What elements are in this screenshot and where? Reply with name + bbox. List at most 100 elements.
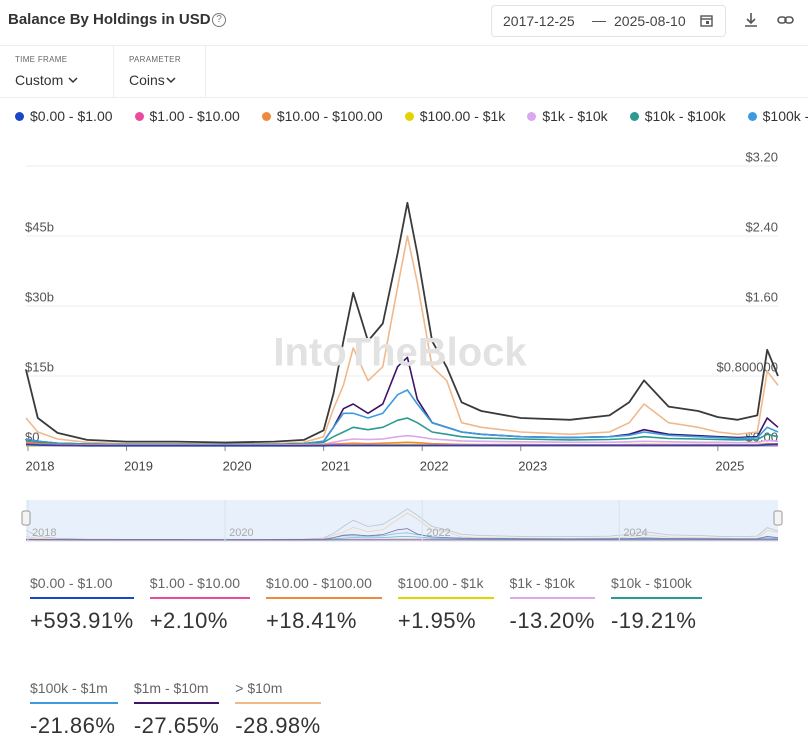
- title: Balance By Holdings in USD: [8, 11, 211, 28]
- stat-card: $10.00 - $100.00 +18.41%: [266, 575, 382, 634]
- stat-name: $100k - $1m: [30, 680, 118, 704]
- stat-change: -19.21%: [610, 608, 697, 633]
- stat-card: > $10m -28.98%: [235, 680, 321, 739]
- stat-card: $1.00 - $10.00 +2.10%: [149, 575, 250, 634]
- stat-name: $1.00 - $10.00: [149, 575, 250, 599]
- stat-name: $1k - $10k: [509, 575, 595, 599]
- stat-name: $10k - $100k: [610, 575, 702, 599]
- chart: $0.00$0.800000$1.60$2.40$3.20$0$15b$30b$…: [21, 149, 783, 542]
- navigator-tick-label: 2024: [623, 527, 647, 539]
- date-range[interactable]: 2017-12-25 2025-08-10: [491, 5, 726, 37]
- stat-change: +1.95%: [397, 608, 477, 633]
- legend-label: $0.00 - $1.00: [30, 108, 113, 124]
- stat-name: > $10m: [235, 680, 321, 704]
- x-tick-label: 2021: [321, 458, 350, 473]
- navigator-handle[interactable]: [773, 510, 783, 526]
- series-line: [25, 443, 779, 447]
- legend-item[interactable]: $100k - $1m: [747, 108, 808, 124]
- legend-item[interactable]: $1k - $10k: [527, 108, 608, 124]
- stat-change: +593.91%: [30, 608, 134, 633]
- stat-name: $10.00 - $100.00: [266, 575, 382, 599]
- legend-dot: [527, 112, 537, 121]
- legend-item[interactable]: $10.00 - $100.00: [261, 108, 383, 124]
- divider: [0, 97, 808, 98]
- x-tick-label: 2022: [420, 458, 449, 473]
- stats-row: $100k - $1m -21.86% $1m - $10m -27.65% > $10…: [30, 680, 337, 739]
- legend-dot: [15, 112, 24, 121]
- end-date[interactable]: 2025-08-10: [614, 13, 686, 29]
- legend-item[interactable]: $0.00 - $1.00: [15, 108, 113, 124]
- x-tick-label: 2025: [715, 458, 744, 473]
- link-icon[interactable]: [777, 12, 795, 28]
- stats-row: $0.00 - $1.00 +593.91% $1.00 - $10.00 +2.10…: [30, 575, 718, 634]
- legend-label: $10k - $100k: [644, 108, 726, 124]
- stat-name: $1m - $10m: [133, 680, 220, 704]
- help-icon[interactable]: ?: [212, 13, 226, 27]
- date-separator: [592, 21, 606, 22]
- legend-label: $10.00 - $100.00: [276, 108, 383, 124]
- legend-dot: [747, 112, 757, 121]
- stat-card: $1m - $10m -27.65%: [133, 680, 220, 739]
- stat-change: -21.86%: [30, 713, 116, 738]
- legend: $0.00 - $1.00 $1.00 - $10.00 $10.00 - $100…: [15, 108, 808, 128]
- chevron: [68, 77, 78, 84]
- series-line: [25, 201, 779, 444]
- x-tick-label: 2019: [124, 458, 153, 473]
- navigator-tick-label: 2020: [229, 527, 253, 539]
- legend-label: $1.00 - $10.00: [149, 108, 240, 124]
- legend-item[interactable]: $1.00 - $10.00: [134, 108, 240, 124]
- legend-label: $1k - $10k: [542, 108, 608, 124]
- control-label: TIME FRAME: [15, 55, 68, 64]
- y2-tick-label: $3.20: [745, 149, 778, 164]
- stat-change: -27.65%: [133, 713, 220, 738]
- legend-dot: [629, 112, 639, 121]
- y-tick-label: $15b: [25, 359, 54, 374]
- parameter-control[interactable]: PARAMETER Coins: [114, 46, 206, 97]
- parameter[interactable]: Coins: [129, 72, 165, 88]
- series-line: [25, 417, 779, 446]
- time-frame-control[interactable]: TIME FRAME Custom: [0, 46, 114, 97]
- legend-item[interactable]: $10k - $100k: [629, 108, 726, 124]
- navigator-handle[interactable]: [21, 510, 31, 526]
- stat-card: $10k - $100k -19.21%: [610, 575, 702, 634]
- control-value[interactable]: Coins: [129, 72, 177, 88]
- start-date[interactable]: 2017-12-25: [503, 13, 575, 29]
- navigator-tick-label: 2018: [32, 527, 56, 539]
- control-label: PARAMETER: [129, 55, 181, 64]
- stat-name: $100.00 - $1k: [397, 575, 494, 599]
- legend-label: $100.00 - $1k: [419, 108, 506, 124]
- legend-dot: [404, 112, 414, 121]
- legend-item[interactable]: $100.00 - $1k: [404, 108, 506, 124]
- legend-dot: [261, 112, 271, 121]
- stat-card: $100k - $1m -21.86%: [30, 680, 118, 739]
- navigator-tick-label: 2022: [426, 527, 450, 539]
- legend-label: $100k - $1m: [762, 108, 808, 124]
- stat-card: $100.00 - $1k +1.95%: [397, 575, 494, 634]
- stat-change: -28.98%: [235, 713, 321, 738]
- stat-change: +2.10%: [149, 608, 228, 633]
- y2-tick-label: $0.800000: [717, 359, 778, 374]
- download-icon[interactable]: [743, 12, 759, 28]
- control-value[interactable]: Custom: [15, 72, 79, 88]
- navigator[interactable]: [26, 500, 778, 542]
- time-frame[interactable]: Custom: [15, 72, 64, 88]
- y-tick-label: $45b: [25, 219, 54, 234]
- stat-change: +18.41%: [266, 608, 357, 633]
- stat-name: $0.00 - $1.00: [30, 575, 134, 599]
- x-tick-label: 2018: [26, 458, 55, 473]
- calendar-icon[interactable]: [700, 14, 713, 27]
- legend-dot: [134, 112, 144, 121]
- x-tick-label: 2023: [518, 458, 547, 473]
- x-tick-label: 2020: [223, 458, 252, 473]
- header: [0, 0, 808, 46]
- y-tick-label: $30b: [25, 289, 54, 304]
- y2-tick-label: $1.60: [745, 289, 778, 304]
- chevron: [166, 77, 176, 84]
- stat-change: -13.20%: [509, 608, 595, 633]
- watermark: IntoTheBlock: [273, 331, 527, 375]
- stat-card: $0.00 - $1.00 +593.91%: [30, 575, 134, 634]
- navigator-line: [25, 508, 779, 540]
- y2-tick-label: $2.40: [745, 219, 778, 234]
- stat-card: $1k - $10k -13.20%: [509, 575, 595, 634]
